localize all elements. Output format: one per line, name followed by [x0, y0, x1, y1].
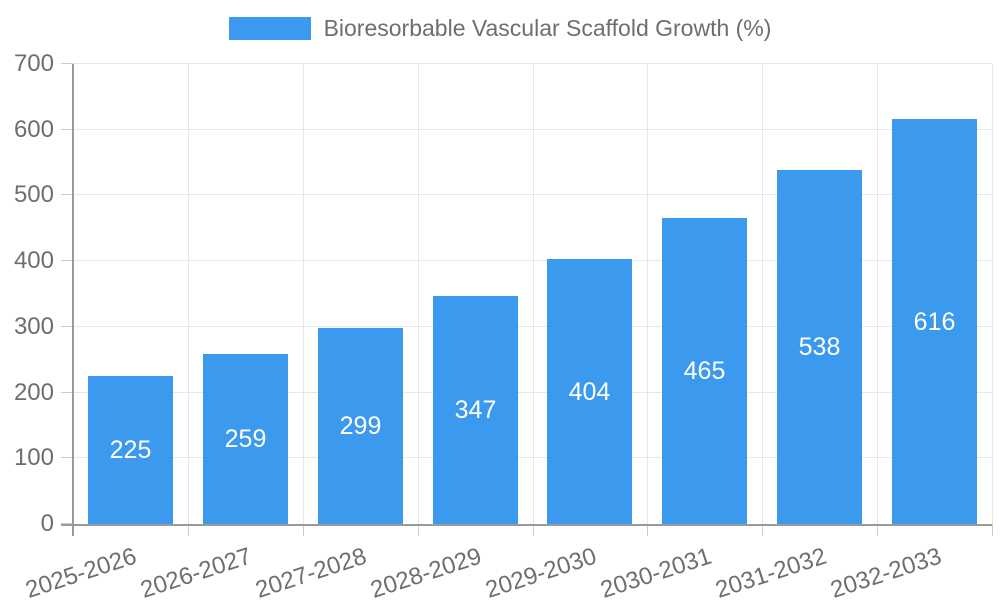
bar-2030-2031[interactable]	[662, 218, 747, 524]
legend-label: Bioresorbable Vascular Scaffold Growth (…	[323, 15, 772, 41]
x-axis-tick-label: 2026-2027	[137, 542, 256, 600]
bar-2028-2029[interactable]	[433, 296, 518, 524]
bar-2027-2028[interactable]	[318, 328, 403, 524]
x-axis-tick	[188, 524, 189, 536]
bar-value-label: 404	[568, 378, 611, 406]
gridline-vertical	[647, 64, 648, 524]
x-axis-tick-label: 2027-2028	[252, 542, 371, 600]
y-axis-tick-label: 0	[40, 510, 54, 537]
x-axis-tick-label: 2030-2031	[597, 542, 716, 600]
gridline-horizontal	[73, 129, 992, 130]
bar-2031-2032[interactable]	[777, 170, 862, 524]
y-axis-tick	[61, 194, 73, 195]
gridline-vertical	[877, 64, 878, 524]
x-axis-tick	[762, 524, 763, 536]
y-axis-tick-label: 200	[13, 379, 54, 406]
gridline-horizontal	[73, 326, 992, 327]
gridline-horizontal	[73, 194, 992, 195]
bar-value-label: 347	[454, 396, 497, 424]
gridline-horizontal	[73, 63, 992, 64]
gridline-vertical	[533, 64, 534, 524]
y-axis-tick-label: 400	[13, 247, 54, 274]
bar-2029-2030[interactable]	[547, 259, 632, 524]
x-axis-tick-label: 2028-2029	[367, 542, 486, 600]
y-axis-tick-label: 500	[13, 181, 54, 208]
bar-2026-2027[interactable]	[203, 354, 288, 524]
gridline-horizontal	[73, 457, 992, 458]
bar-value-label: 616	[913, 308, 956, 336]
y-axis-tick	[61, 63, 73, 64]
gridline-vertical	[188, 64, 189, 524]
bar-value-label: 465	[683, 357, 726, 385]
x-axis-tick	[533, 524, 534, 536]
x-axis-tick-label: 2029-2030	[482, 542, 601, 600]
x-axis-tick	[303, 524, 304, 536]
y-axis-tick	[61, 260, 73, 261]
y-axis-tick-label: 700	[13, 50, 54, 77]
x-axis-line	[61, 524, 992, 526]
legend-swatch	[228, 17, 311, 40]
bar-2032-2033[interactable]	[892, 119, 977, 524]
y-axis-tick-label: 100	[13, 444, 54, 471]
x-axis-tick-label: 2031-2032	[712, 542, 831, 600]
gridline-vertical	[303, 64, 304, 524]
x-axis-tick	[877, 524, 878, 536]
x-axis-tick-label: 2025-2026	[22, 542, 141, 600]
legend[interactable]: Bioresorbable Vascular Scaffold Growth (…	[0, 15, 1000, 42]
x-axis-tick	[418, 524, 419, 536]
bar-value-label: 225	[109, 436, 152, 464]
y-axis-tick-label: 600	[13, 116, 54, 143]
y-axis-tick	[61, 523, 73, 524]
y-axis-tick	[61, 129, 73, 130]
bar-value-label: 299	[339, 412, 382, 440]
gridline-vertical	[418, 64, 419, 524]
bar-2025-2026[interactable]	[88, 376, 173, 524]
x-axis-tick	[647, 524, 648, 536]
gridline-horizontal	[73, 260, 992, 261]
bar-value-label: 538	[798, 333, 841, 361]
y-axis-line	[72, 64, 74, 536]
x-axis-tick-label: 2032-2033	[827, 542, 946, 600]
gridline-horizontal	[73, 392, 992, 393]
gridline-vertical	[992, 64, 993, 524]
y-axis-tick	[61, 392, 73, 393]
y-axis-tick-label: 300	[13, 313, 54, 340]
bar-value-label: 259	[224, 425, 267, 453]
gridline-vertical	[762, 64, 763, 524]
x-axis-tick	[992, 524, 993, 536]
y-axis-tick	[61, 326, 73, 327]
y-axis-tick	[61, 457, 73, 458]
